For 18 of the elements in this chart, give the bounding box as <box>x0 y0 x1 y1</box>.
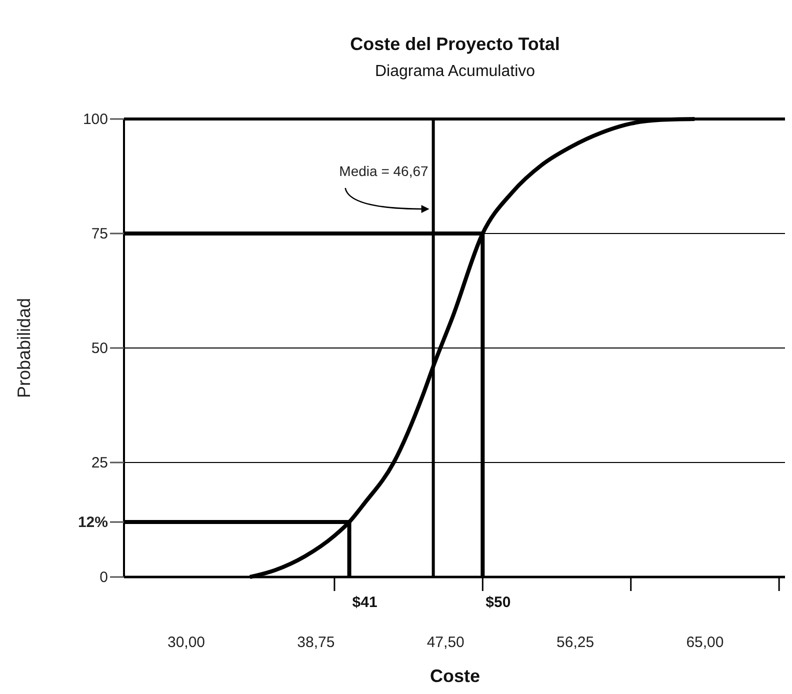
y-tick-label: 25 <box>91 454 108 472</box>
y-tick-label: 12% <box>78 514 108 532</box>
y-tick-label: 0 <box>100 569 108 586</box>
x-tick-label: 30,00 <box>167 634 206 651</box>
y-axis-title: Probabilidad <box>14 298 34 398</box>
chart-subtitle: Diagrama Acumulativo <box>374 63 536 80</box>
y-tick-label: 75 <box>91 226 108 242</box>
x-axis-title: Coste <box>430 666 480 686</box>
x-tick-label: 56,25 <box>556 634 594 651</box>
chart-title: Coste del Proyecto Total <box>350 34 560 54</box>
y-tick-label: 100 <box>82 111 108 128</box>
ref-line-label: Media = 46,67 <box>339 163 429 179</box>
annotation: $50 <box>486 594 511 611</box>
y-tick-label: 50 <box>91 340 108 357</box>
annotation: $41 <box>352 594 378 611</box>
x-tick-label: 47,50 <box>426 634 464 651</box>
x-tick-label: 65,00 <box>686 634 724 651</box>
x-tick-label: 38,75 <box>297 634 335 651</box>
